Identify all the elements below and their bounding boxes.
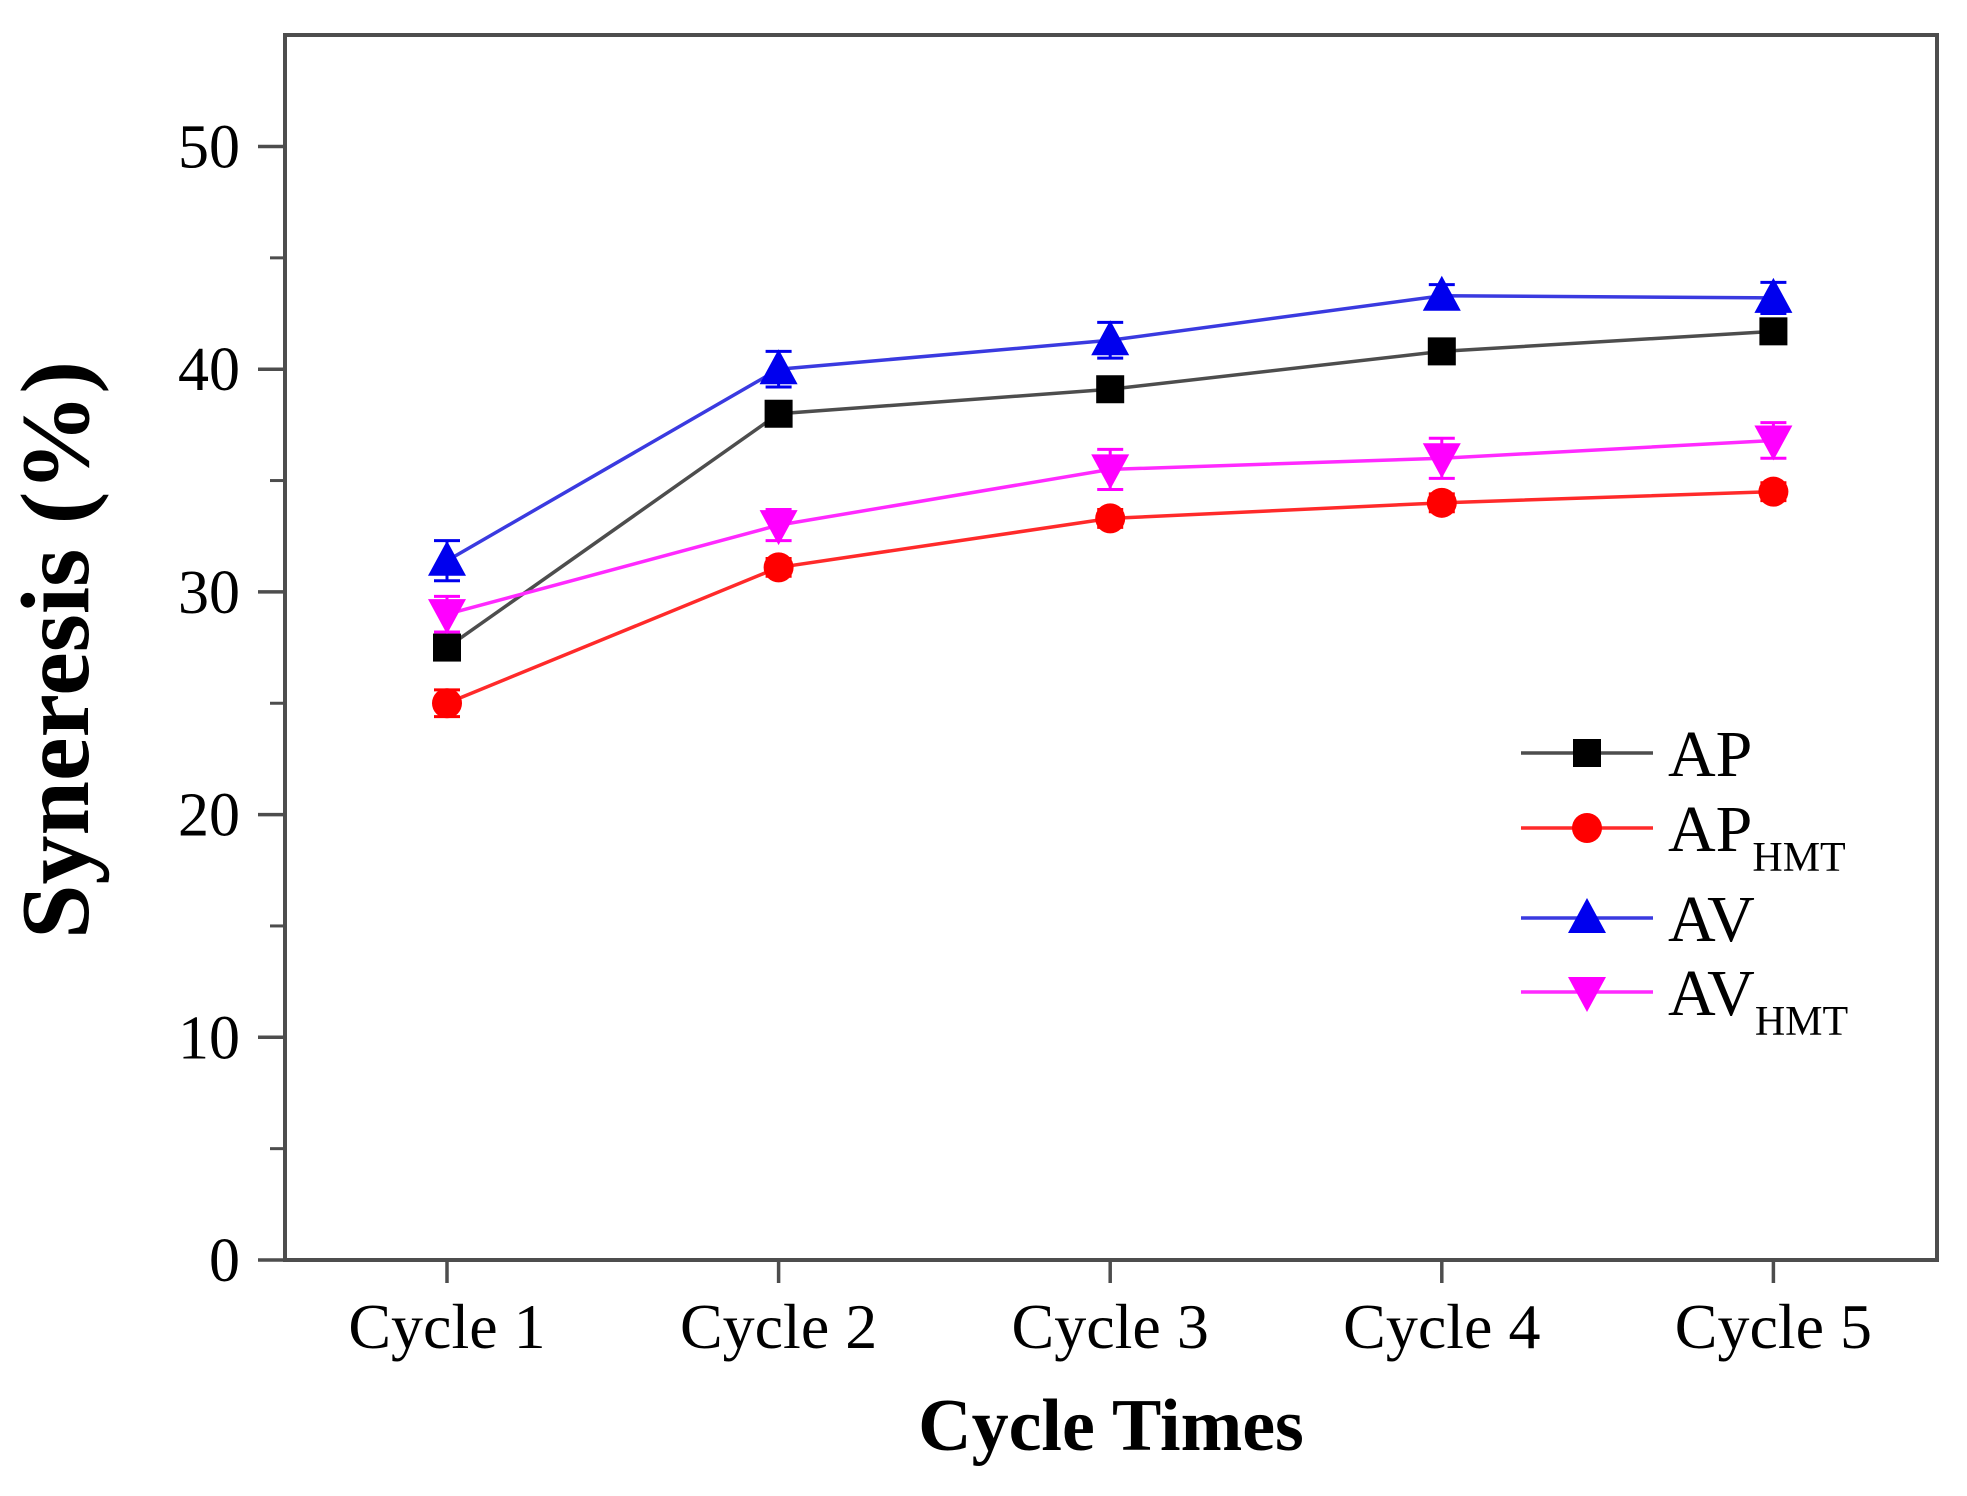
marker-AP-3 (1096, 375, 1125, 404)
marker-AV-4 (1422, 275, 1461, 311)
legend-marker-triangle-up (1568, 898, 1606, 933)
x-tick-label: Cycle 4 (1343, 1291, 1540, 1362)
marker-AV-1 (428, 540, 466, 576)
marker-AP_HMT-3 (1095, 503, 1126, 534)
marker-AP_HMT-2 (763, 552, 794, 583)
marker-AV-3 (1091, 320, 1130, 356)
series-AP_HMT (432, 476, 1789, 719)
x-tick-label: Cycle 2 (680, 1291, 877, 1362)
legend-item-AV: AV (1521, 883, 1755, 956)
legend-item-AP: AP (1521, 718, 1752, 791)
legend-marker-triangle-down (1568, 977, 1606, 1012)
plot-border (283, 33, 1939, 1262)
y-tick-label: 10 (178, 1004, 240, 1072)
marker-AP_HMT-5 (1758, 476, 1789, 507)
marker-AP-2 (764, 399, 793, 428)
x-tick-label: Cycle 5 (1675, 1291, 1872, 1362)
marker-AV_HMT-3 (1091, 454, 1130, 490)
marker-AV_HMT-5 (1754, 425, 1793, 461)
marker-AV-5 (1754, 277, 1793, 313)
marker-AV-2 (759, 349, 798, 385)
x-axis-title: Cycle Times (918, 1385, 1304, 1467)
series-AP (433, 317, 1788, 662)
legend-item-AV_HMT: AVHMT (1521, 957, 1848, 1045)
y-tick-label: 50 (178, 114, 240, 182)
y-tick-label: 30 (178, 559, 240, 627)
legend-label-AV: AV (1668, 883, 1755, 956)
legend-label-AP: AP (1668, 718, 1752, 791)
legend-label-AV_HMT: AVHMT (1668, 957, 1848, 1045)
marker-AP-1 (433, 633, 461, 662)
marker-AV_HMT-1 (428, 599, 466, 635)
legend-marker-square (1573, 739, 1601, 767)
y-tick-label: 0 (209, 1227, 240, 1295)
marker-AP_HMT-1 (432, 688, 462, 719)
marker-AP-5 (1759, 317, 1788, 346)
data-series (428, 275, 1793, 719)
marker-AP_HMT-4 (1426, 487, 1457, 518)
legend-label-AP_HMT: APHMT (1668, 793, 1846, 881)
legend-marker-circle (1572, 813, 1602, 843)
x-tick-label: Cycle 3 (1012, 1291, 1209, 1362)
marker-AP-4 (1427, 337, 1456, 366)
axes: 0 10 20 30 40 50 Cycle 1 Cycle 2 Cycle 3 Cycle 4 C… (178, 33, 1939, 1362)
marker-AV_HMT-2 (759, 510, 798, 546)
y-tick-label: 20 (178, 782, 240, 850)
series-AV (428, 275, 1793, 583)
y-axis-title: Syneresis (%) (2, 361, 110, 939)
legend-item-AP_HMT: APHMT (1521, 793, 1846, 881)
series-AV_HMT (428, 421, 1793, 635)
marker-AV_HMT-4 (1422, 443, 1461, 479)
y-tick-label: 40 (178, 336, 240, 404)
x-tick-label: Cycle 1 (348, 1291, 545, 1362)
